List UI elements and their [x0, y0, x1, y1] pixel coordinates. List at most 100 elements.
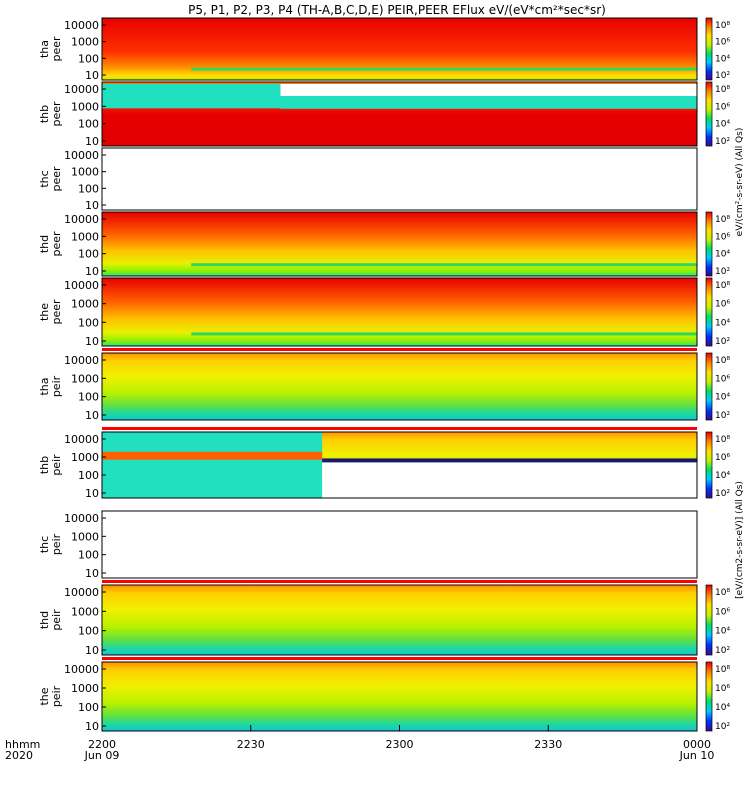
y-tick-label: 10 [85, 135, 99, 148]
panel-species-label: peer [50, 166, 63, 192]
panel-frame [101, 584, 698, 656]
panel-frame [101, 352, 698, 421]
y-tick-label: 100 [78, 248, 99, 261]
y-tick-label: 10000 [64, 149, 99, 162]
panel-thc-peir: 10000 1000 100 10 thc peir [38, 510, 698, 580]
panel-species-label: peer [50, 231, 63, 257]
y-tick-label: 100 [78, 625, 99, 638]
panel-species-label: peir [50, 609, 63, 631]
data-band [322, 458, 697, 463]
x-tick-label: 2230 [237, 738, 265, 751]
spectrogram-fill [102, 662, 697, 731]
colorbar-tick-label: 10² [715, 646, 730, 656]
panel-the-peir: 10000 1000 100 10 the peir 10⁸ 10⁶ 10⁴ 10² [38, 657, 730, 733]
data-band [191, 67, 697, 71]
panel-probe-label: the [38, 303, 51, 321]
y-tick-label: 1000 [71, 451, 99, 464]
panel-species-label: peer [50, 299, 63, 325]
panel-thd-peir: 10000 1000 100 10 thd peir 10⁸ 10⁶ 10⁴ 10² [38, 580, 730, 657]
panel-species-label: peir [50, 533, 63, 555]
colorbar-tick-label: 10⁴ [715, 627, 730, 637]
colorbar-tick-label: 10² [715, 137, 730, 147]
colorbar-tick-label: 10⁴ [715, 393, 730, 403]
colorbar-tick-label: 10⁶ [715, 102, 730, 112]
panel-probe-label: thb [38, 456, 51, 474]
y-tick-label: 1000 [71, 298, 99, 311]
colorbar-tick-label: 10⁸ [715, 281, 730, 291]
panel-frame [101, 211, 698, 277]
panel-probe-label: thc [38, 170, 51, 187]
colorbar-tick-label: 10⁸ [715, 85, 730, 95]
colorbar-tick-label: 10² [715, 267, 730, 277]
x-axis-row2-label: 2020 [5, 749, 33, 762]
flag-strip [102, 348, 697, 351]
panel-frame [101, 17, 698, 81]
colorbar [705, 17, 713, 81]
panel-frame [101, 81, 698, 147]
panel-thd-peer: 10000 1000 100 10 thd peer 10⁸ 10⁶ 10⁴ 10² [38, 211, 730, 278]
spectrogram-fill [102, 353, 697, 420]
data-band [102, 84, 281, 109]
colorbar-tick-label: 10⁴ [715, 250, 730, 260]
y-tick-label: 100 [78, 701, 99, 714]
y-tick-label: 1000 [71, 100, 99, 113]
colorbar-tick-label: 10⁶ [715, 300, 730, 310]
colorbar [705, 584, 713, 656]
x-tick-label: 0000 [683, 738, 711, 751]
colorbar-tick-label: 10⁴ [715, 703, 730, 713]
y-tick-label: 10 [85, 409, 99, 422]
y-tick-label: 100 [78, 391, 99, 404]
colorbar [705, 211, 713, 277]
panel-thc-peer: 10000 1000 100 10 thc peer [38, 147, 698, 212]
x-tick-label: 2300 [386, 738, 414, 751]
y-tick-label: 10000 [64, 213, 99, 226]
colorbar-tick-label: 10² [715, 722, 730, 732]
colorbar-tick-label: 10⁶ [715, 38, 730, 48]
colorbar-tick-label: 10⁴ [715, 54, 730, 64]
y-tick-label: 10 [85, 335, 99, 348]
panel-tha-peir: 10000 1000 100 10 tha peir 10⁸ 10⁶ 10⁴ 10² [38, 348, 730, 422]
x-tick-label: 2200 [88, 738, 116, 751]
colorbar [705, 352, 713, 421]
panel-probe-label: thd [38, 235, 51, 253]
x-tick-date-label: Jun 10 [679, 749, 715, 762]
colorbar-tick-label: 10² [715, 71, 730, 81]
colorbar [705, 81, 713, 147]
colorbar-tick-label: 10⁶ [715, 684, 730, 694]
colorbar [705, 431, 713, 499]
y-tick-label: 10 [85, 644, 99, 657]
colorbar-tick-label: 10² [715, 337, 730, 347]
panel-thb-peer: 10000 1000 100 10 thb peer 10⁸ 10⁶ 10⁴ 10² [38, 81, 730, 148]
y-tick-label: 10000 [64, 354, 99, 367]
y-tick-label: 10 [85, 720, 99, 733]
panel-species-label: peir [50, 375, 63, 397]
y-tick-label: 10 [85, 199, 99, 212]
y-tick-label: 10000 [64, 663, 99, 676]
peir-units-label: [eV/(cm2-s-sr-eV)] (All Qs) [735, 481, 745, 599]
y-tick-label: 10 [85, 265, 99, 278]
spectrogram-fill [102, 278, 697, 346]
data-band [102, 432, 323, 498]
y-tick-label: 100 [78, 182, 99, 195]
colorbar-tick-label: 10⁸ [715, 588, 730, 598]
colorbar [705, 277, 713, 347]
x-tick-label: 2330 [534, 738, 562, 751]
y-tick-label: 1000 [71, 605, 99, 618]
flag-strip [102, 657, 697, 660]
colorbar-tick-label: 10⁶ [715, 232, 730, 242]
panel-probe-label: thd [38, 611, 51, 629]
panel-thb-peir: 10000 1000 100 10 thb peir 10⁸ 10⁶ 10⁴ 10² [38, 427, 730, 500]
panel-frame [101, 147, 698, 211]
y-tick-label: 1000 [71, 530, 99, 543]
flag-strip [102, 580, 697, 583]
colorbar [705, 661, 713, 732]
data-gap [280, 84, 697, 96]
colorbar-tick-label: 10² [715, 489, 730, 499]
panel-the-peer: 10000 1000 100 10 the peer 10⁸ 10⁶ 10⁴ 10² [38, 277, 730, 348]
y-tick-label: 100 [78, 469, 99, 482]
panel-frame [101, 431, 698, 499]
time-axis: eV/(cm²-s-sr-eV) (All Qs) [eV/(cm2-s-sr-e… [5, 128, 745, 762]
y-tick-label: 10000 [64, 433, 99, 446]
